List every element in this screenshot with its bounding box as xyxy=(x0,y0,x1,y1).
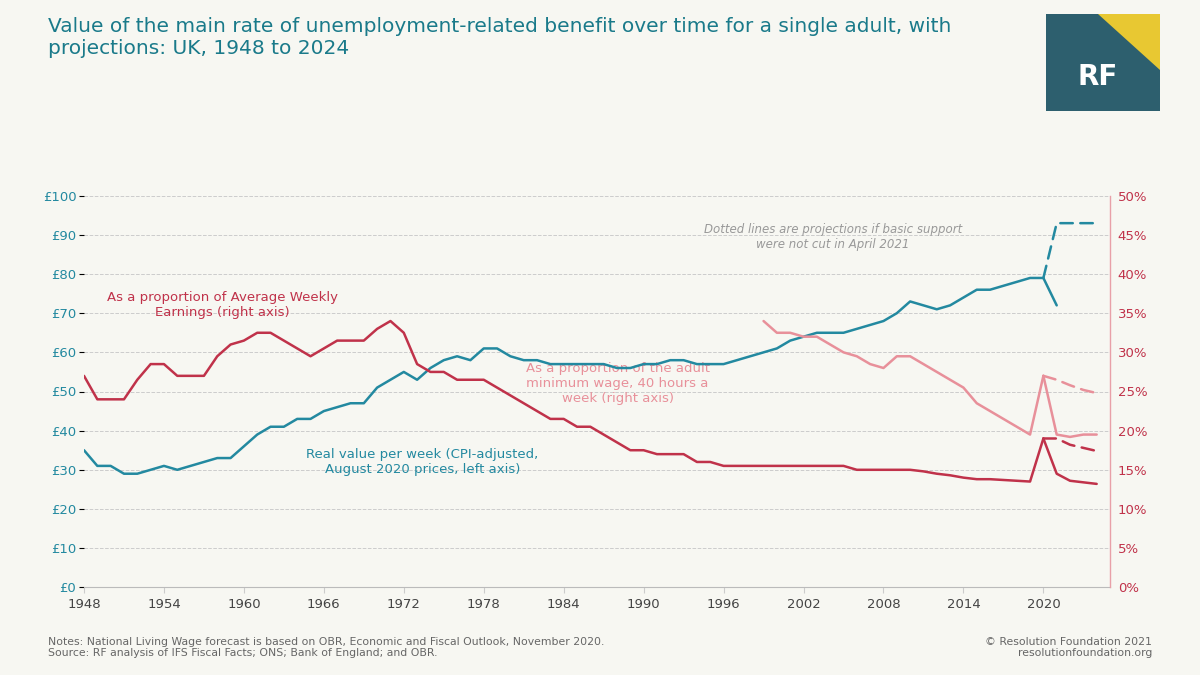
Polygon shape xyxy=(1098,14,1160,70)
Text: RF: RF xyxy=(1078,63,1118,91)
Text: Real value per week (CPI-adjusted,
August 2020 prices, left axis): Real value per week (CPI-adjusted, Augus… xyxy=(306,448,539,476)
Text: Notes: National Living Wage forecast is based on OBR, Economic and Fiscal Outloo: Notes: National Living Wage forecast is … xyxy=(48,637,605,658)
Text: As a proportion of Average Weekly
Earnings (right axis): As a proportion of Average Weekly Earnin… xyxy=(107,292,338,319)
FancyBboxPatch shape xyxy=(1046,14,1160,111)
Text: Dotted lines are projections if basic support
were not cut in April 2021: Dotted lines are projections if basic su… xyxy=(704,223,962,251)
Text: © Resolution Foundation 2021
resolutionfoundation.org: © Resolution Foundation 2021 resolutionf… xyxy=(985,637,1152,658)
Text: As a proportion of the adult
minimum wage, 40 hours a
week (right axis): As a proportion of the adult minimum wag… xyxy=(526,362,709,405)
Text: Value of the main rate of unemployment-related benefit over time for a single ad: Value of the main rate of unemployment-r… xyxy=(48,17,952,58)
